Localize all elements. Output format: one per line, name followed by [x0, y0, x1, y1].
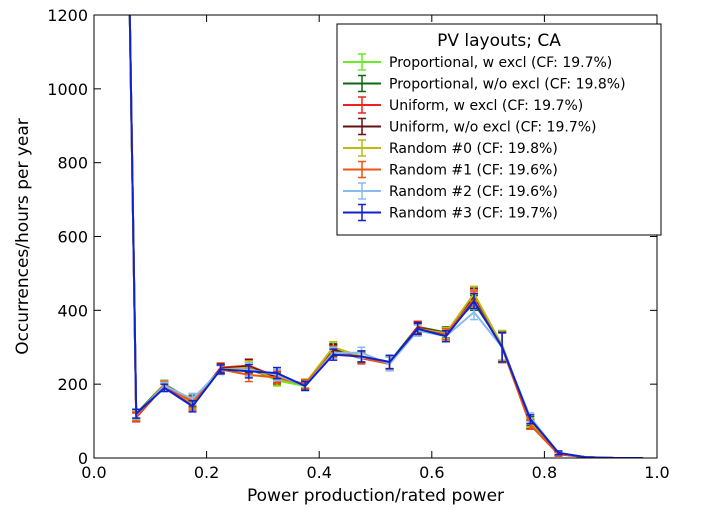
legend: PV layouts; CA Proportional, w excl (CF:… [336, 23, 662, 236]
y-tick-label: 1200 [47, 6, 88, 25]
y-tick-label: 600 [57, 228, 88, 247]
legend-item: Random #2 (CF: 19.6%) [343, 182, 558, 200]
legend-item: Proportional, w/o excl (CF: 19.8%) [343, 74, 626, 93]
series-layer [128, 15, 643, 458]
legend-label: Uniform, w/o excl (CF: 19.7%) [389, 120, 596, 136]
x-tick-label: 0.8 [532, 463, 557, 482]
y-axis-label: Occurrences/hours per year [13, 118, 33, 355]
legend-label: Proportional, w excl (CF: 19.7%) [389, 55, 612, 71]
x-tick-label: 0.6 [419, 463, 444, 482]
legend-item: Random #1 (CF: 19.6%) [343, 160, 558, 179]
legend-label: Random #1 (CF: 19.6%) [389, 163, 558, 179]
x-tick-label: 0.0 [81, 463, 106, 482]
legend-label: Random #3 (CF: 19.7%) [389, 206, 558, 222]
series-line [128, 15, 643, 458]
y-tick-label: 200 [57, 375, 88, 394]
y-tick-label: 800 [57, 154, 88, 173]
legend-item: Uniform, w excl (CF: 19.7%) [343, 96, 583, 114]
ticks-layer: 0.0 0.2 0.4 0.6 0.8 1.0 0 200 400 600 800 1000 1200 [47, 6, 669, 482]
x-axis-label: Power production/rated power [247, 486, 504, 506]
legend-label: Proportional, w/o excl (CF: 19.8%) [389, 77, 626, 93]
legend-label: Random #0 (CF: 19.8%) [389, 141, 558, 157]
legend-items: Proportional, w excl (CF: 19.7%) Proporti… [343, 53, 626, 222]
legend-title: PV layouts; CA [437, 31, 561, 51]
legend-label: Random #2 (CF: 19.6%) [389, 184, 558, 200]
legend-item: Random #3 (CF: 19.7%) [343, 203, 558, 222]
series-line [128, 15, 643, 458]
legend-item: Random #0 (CF: 19.8%) [343, 139, 558, 157]
x-tick-label: 0.4 [306, 463, 331, 482]
legend-frame [336, 23, 662, 236]
legend-label: Uniform, w excl (CF: 19.7%) [389, 98, 583, 114]
x-tick-label: 1.0 [644, 463, 669, 482]
legend-item: Proportional, w excl (CF: 19.7%) [343, 53, 612, 71]
y-tick-label: 0 [78, 449, 88, 468]
x-tick-label: 0.2 [194, 463, 219, 482]
y-tick-label: 1000 [47, 80, 88, 99]
series-7 [128, 15, 643, 458]
legend-item: Uniform, w/o excl (CF: 19.7%) [343, 117, 596, 136]
y-tick-label: 400 [57, 301, 88, 320]
